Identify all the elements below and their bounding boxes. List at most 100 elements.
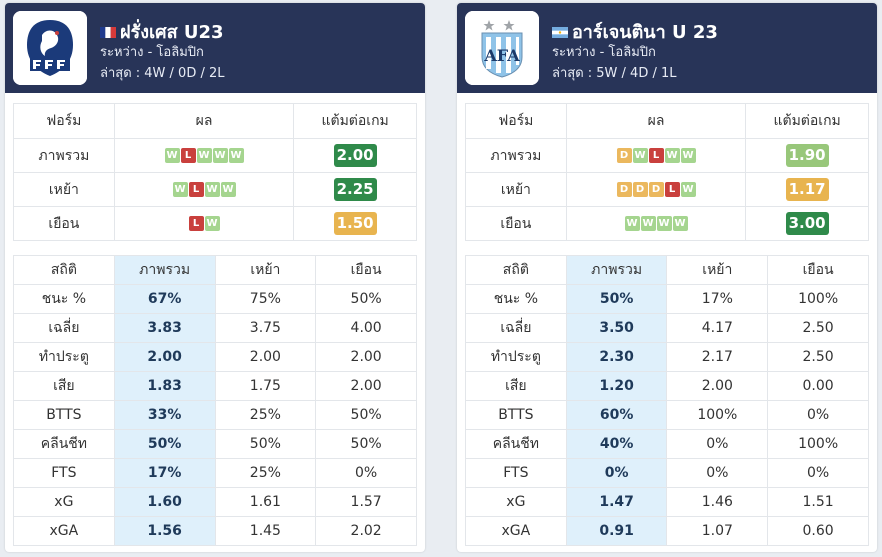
result-chip: D bbox=[616, 148, 632, 163]
stats-row: xG 1.60 1.61 1.57 bbox=[13, 487, 417, 517]
stats-value: 1.61 bbox=[214, 487, 317, 517]
stats-value: 2.00 bbox=[315, 342, 417, 372]
result-chip: D bbox=[648, 182, 664, 197]
stats-label: เฉลี่ย bbox=[465, 313, 567, 343]
stats-value: 100% bbox=[666, 400, 769, 430]
stats-label: ทำประตู bbox=[13, 342, 115, 372]
ppg-badge: 1.90 bbox=[785, 144, 829, 167]
ppg-cell: 2.25 bbox=[293, 172, 417, 207]
stats-header: สถิติ bbox=[465, 255, 567, 285]
stats-label: ชนะ % bbox=[13, 284, 115, 314]
stats-value: 0.91 bbox=[565, 516, 668, 546]
stats-value: 1.20 bbox=[565, 371, 668, 401]
form-row-label: เหย้า bbox=[465, 172, 567, 207]
stats-label: FTS bbox=[13, 458, 115, 488]
stats-header-away: เยือน bbox=[315, 255, 417, 285]
ppg-cell: 1.17 bbox=[745, 172, 869, 207]
result-chip: W bbox=[204, 216, 220, 231]
stats-row: FTS 17% 25% 0% bbox=[13, 458, 417, 488]
stats-value: 2.00 bbox=[113, 342, 216, 372]
stats-value: 33% bbox=[113, 400, 216, 430]
result-chip: W bbox=[624, 216, 640, 231]
stats-row: ทำประตู 2.30 2.17 2.50 bbox=[465, 342, 869, 372]
stats-row: คลีนชีท 50% 50% 50% bbox=[13, 429, 417, 459]
stats-value: 40% bbox=[565, 429, 668, 459]
result-chip: L bbox=[648, 148, 664, 163]
stats-label: xG bbox=[13, 487, 115, 517]
stats-value: 100% bbox=[767, 284, 869, 314]
ppg-cell: 3.00 bbox=[745, 206, 869, 241]
ppg-badge: 1.50 bbox=[333, 212, 377, 235]
stats-row: เสีย 1.83 1.75 2.00 bbox=[13, 371, 417, 401]
stats-row: xGA 0.91 1.07 0.60 bbox=[465, 516, 869, 546]
stats-value: 50% bbox=[315, 429, 417, 459]
ppg-cell: 2.00 bbox=[293, 138, 417, 173]
stats-value: 3.75 bbox=[214, 313, 317, 343]
stats-value: 0% bbox=[666, 458, 769, 488]
stats-value: 0.00 bbox=[767, 371, 869, 401]
stats-value: 2.17 bbox=[666, 342, 769, 372]
stats-value: 1.83 bbox=[113, 371, 216, 401]
fff-crest-icon bbox=[13, 11, 87, 85]
result-chip: W bbox=[656, 216, 672, 231]
result-chip: W bbox=[164, 148, 180, 163]
result-chip: W bbox=[680, 182, 696, 197]
stats-value: 2.50 bbox=[767, 342, 869, 372]
result-chip: W bbox=[664, 148, 680, 163]
stats-value: 2.30 bbox=[565, 342, 668, 372]
result-chip: W bbox=[640, 216, 656, 231]
form-row-label: ภาพรวม bbox=[465, 138, 567, 173]
stats-label: เฉลี่ย bbox=[13, 313, 115, 343]
stats-label: ชนะ % bbox=[465, 284, 567, 314]
stats-value: 0% bbox=[767, 458, 869, 488]
team-name-text: ฝรั่งเศส U23 bbox=[120, 22, 224, 43]
stats-table: สถิติ ภาพรวม เหย้า เยือน ชนะ % 67% 75% 50% เ… bbox=[13, 255, 417, 546]
result-chip: W bbox=[672, 216, 688, 231]
stats-row: FTS 0% 0% 0% bbox=[465, 458, 869, 488]
team-header: AFA อาร์เจนตินา U 23 ระหว่าง - โอลิมปิก … bbox=[457, 3, 877, 93]
stats-label: คลีนชีท bbox=[13, 429, 115, 459]
form-header: ฟอร์ม bbox=[465, 103, 567, 139]
result-chip: W bbox=[228, 148, 244, 163]
stats-row: BTTS 60% 100% 0% bbox=[465, 400, 869, 430]
result-chip: W bbox=[172, 182, 188, 197]
result-chip: D bbox=[632, 182, 648, 197]
stats-header-home: เหย้า bbox=[214, 255, 317, 285]
svg-text:AFA: AFA bbox=[483, 46, 520, 65]
stats-value: 67% bbox=[113, 284, 216, 314]
form-row-label: เยือน bbox=[465, 206, 567, 241]
stats-value: 50% bbox=[113, 429, 216, 459]
ppg-cell: 1.50 bbox=[293, 206, 417, 241]
stats-label: คลีนชีท bbox=[465, 429, 567, 459]
result-chip: L bbox=[180, 148, 196, 163]
result-header: ผล bbox=[113, 103, 295, 139]
stats-value: 17% bbox=[113, 458, 216, 488]
stats-value: 0% bbox=[565, 458, 668, 488]
form-row-label: เยือน bbox=[13, 206, 115, 241]
stats-value: 50% bbox=[214, 429, 317, 459]
stats-label: FTS bbox=[465, 458, 567, 488]
stats-value: 3.83 bbox=[113, 313, 216, 343]
ppg-badge: 1.17 bbox=[785, 178, 829, 201]
result-chip: W bbox=[220, 182, 236, 197]
result-chip: W bbox=[204, 182, 220, 197]
stats-label: xGA bbox=[13, 516, 115, 546]
form-row-label: ภาพรวม bbox=[13, 138, 115, 173]
stats-value: 2.00 bbox=[214, 342, 317, 372]
stats-value: 50% bbox=[315, 400, 417, 430]
ppg-cell: 1.90 bbox=[745, 138, 869, 173]
stats-value: 4.00 bbox=[315, 313, 417, 343]
stats-header-overall: ภาพรวม bbox=[565, 255, 668, 285]
stats-row: BTTS 33% 25% 50% bbox=[13, 400, 417, 430]
team-name-text: อาร์เจนตินา U 23 bbox=[572, 22, 718, 43]
ppg-badge: 2.00 bbox=[333, 144, 377, 167]
afa-crest-icon: AFA bbox=[465, 11, 539, 85]
stats-header-away: เยือน bbox=[767, 255, 869, 285]
